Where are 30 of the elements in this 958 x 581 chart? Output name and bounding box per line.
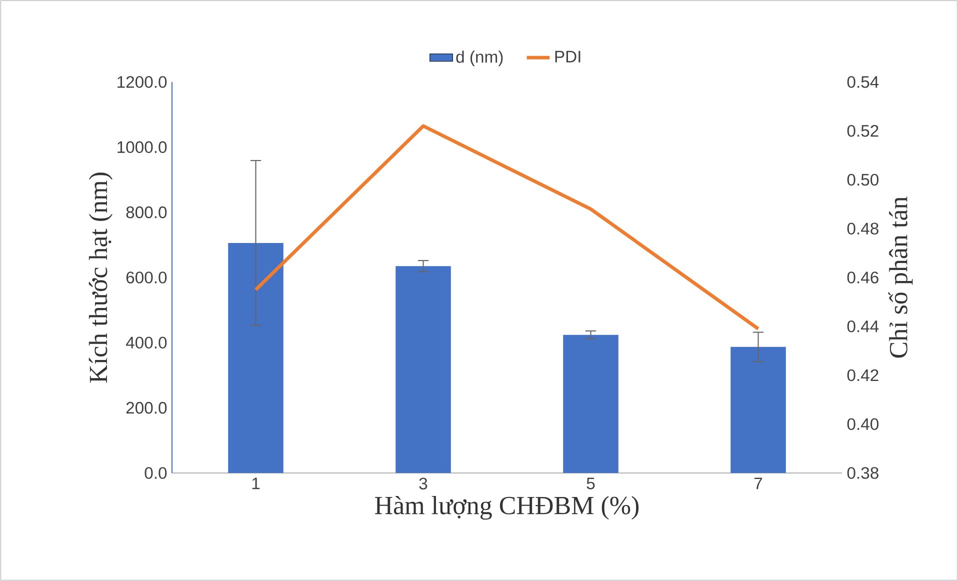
y2-tick-label: 0.54: [847, 76, 879, 88]
legend-label: PDI: [555, 50, 580, 62]
legend-label: d (nm): [456, 50, 503, 66]
bar: [563, 334, 618, 473]
y2-tick-label: 0.44: [847, 320, 879, 332]
line-series: [254, 124, 760, 331]
y2-tick-label: 0.48: [847, 222, 878, 235]
bar: [228, 242, 284, 473]
y2-tick-label: 0.42: [847, 369, 878, 382]
y-tick-label: 400.0: [126, 336, 167, 349]
y-tick-label: 1200.0: [118, 76, 167, 88]
y2-tick-label: 0.52: [847, 124, 878, 137]
y2-tick-label: 0.38: [847, 467, 878, 479]
x-tick-label: 1: [252, 478, 260, 490]
x-tick-label: 3: [419, 478, 428, 490]
y-tick-label: 800.0: [126, 206, 167, 218]
x-axis-title: Hàm lượng CHĐBM (%): [375, 496, 639, 520]
y2-axis-title: Chỉ số phân tán: [888, 196, 913, 358]
x-tick-label: 5: [586, 478, 595, 490]
bar: [396, 266, 451, 473]
y2-tick-label: 0.40: [847, 418, 878, 430]
y2-tick-label: 0.46: [847, 272, 878, 284]
y-axis-title: Kích thước hạt (nm): [88, 172, 113, 383]
y-tick-label: 200.0: [126, 402, 167, 414]
y-tick-label: 600.0: [126, 272, 167, 284]
y2-tick-label: 0.50: [847, 174, 878, 186]
bar: [730, 346, 786, 473]
y-tick-label: 0.0: [144, 467, 167, 479]
y-tick-label: 1000.0: [118, 141, 167, 154]
x-tick-label: 7: [754, 478, 762, 490]
